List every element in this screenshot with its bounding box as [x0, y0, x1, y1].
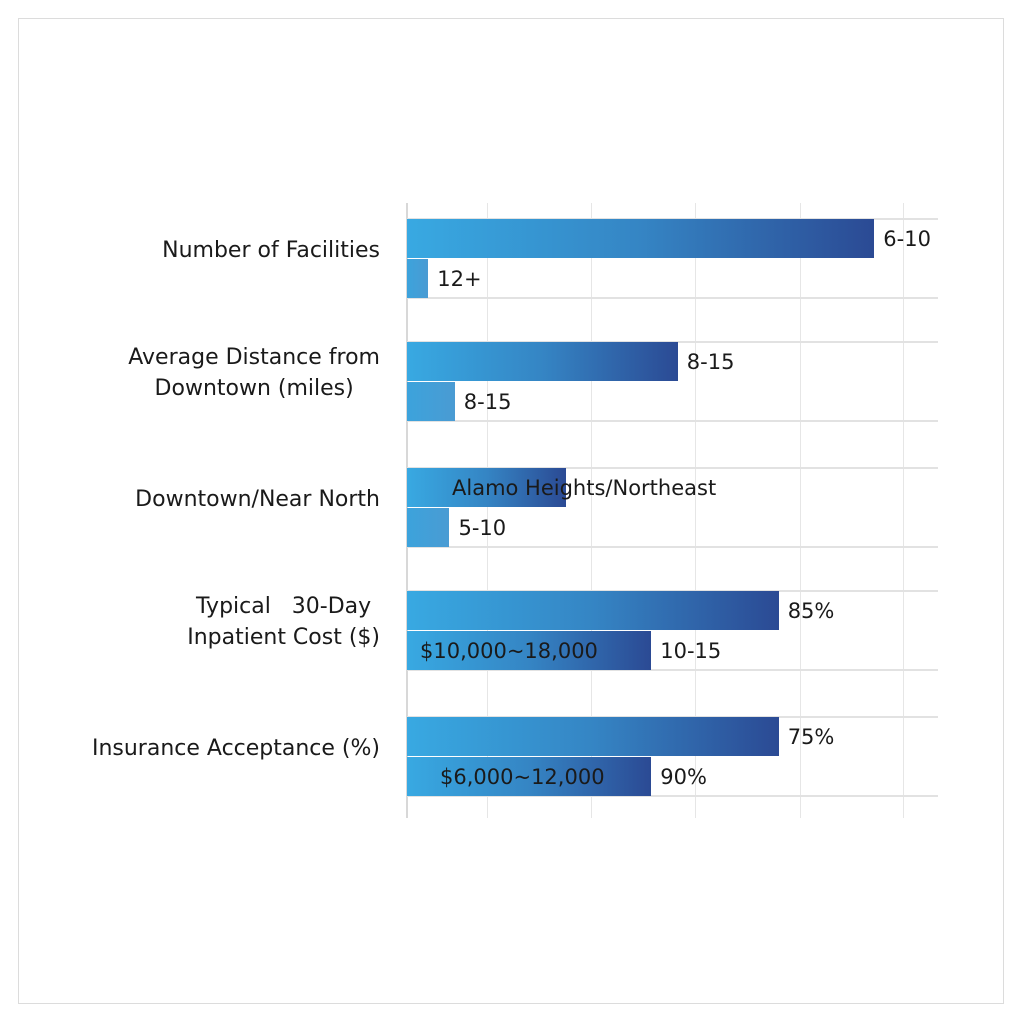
data-label: 8-15	[463, 389, 512, 414]
bar	[407, 468, 567, 507]
gridline-horizontal	[407, 420, 938, 422]
bar	[407, 342, 678, 381]
inner-data-label: $6,000~12,000	[440, 764, 605, 789]
data-label: 10-15	[660, 638, 722, 663]
bar	[407, 591, 779, 630]
bar	[407, 756, 652, 796]
gridline-horizontal	[407, 669, 938, 671]
chart-frame	[18, 18, 1004, 1004]
gridline-horizontal	[407, 467, 938, 469]
data-label: 75%	[787, 725, 835, 749]
bar	[407, 381, 455, 421]
category-label: Number of Facilities	[162, 237, 380, 263]
data-label: 8-15	[686, 350, 735, 374]
gridline-horizontal	[407, 297, 938, 299]
gridline-vertical	[487, 203, 488, 818]
gridline-vertical	[800, 203, 801, 818]
bar	[407, 507, 450, 547]
bar	[407, 258, 429, 298]
gridline-vertical	[695, 203, 696, 818]
data-label: 6-10	[883, 227, 931, 251]
category-label: Typical 30-Day Inpatient Cost ($)	[187, 594, 380, 650]
category-label: Insurance Acceptance (%)	[91, 735, 380, 761]
gridline-horizontal	[407, 218, 938, 220]
data-label: 90%	[660, 764, 707, 789]
data-label: 85%	[787, 599, 835, 623]
bar	[407, 717, 779, 756]
gridline-vertical	[903, 203, 904, 818]
gridline-horizontal	[407, 590, 938, 592]
inner-data-label: $10,000~18,000	[420, 638, 598, 663]
data-label: Alamo Heights/Northeast	[452, 476, 717, 500]
category-label: Average Distance from Downtown (miles)	[128, 345, 380, 401]
data-label: 5-10	[458, 515, 507, 540]
gridline-horizontal	[407, 795, 938, 797]
data-label: 12+	[437, 266, 482, 291]
bar	[407, 630, 652, 670]
gridline-horizontal	[407, 716, 938, 718]
category-label: Downtown/Near North	[135, 486, 380, 512]
gridline-horizontal	[407, 546, 938, 548]
bar	[407, 219, 875, 258]
gridline-horizontal	[407, 341, 938, 343]
gridline-vertical	[591, 203, 592, 818]
